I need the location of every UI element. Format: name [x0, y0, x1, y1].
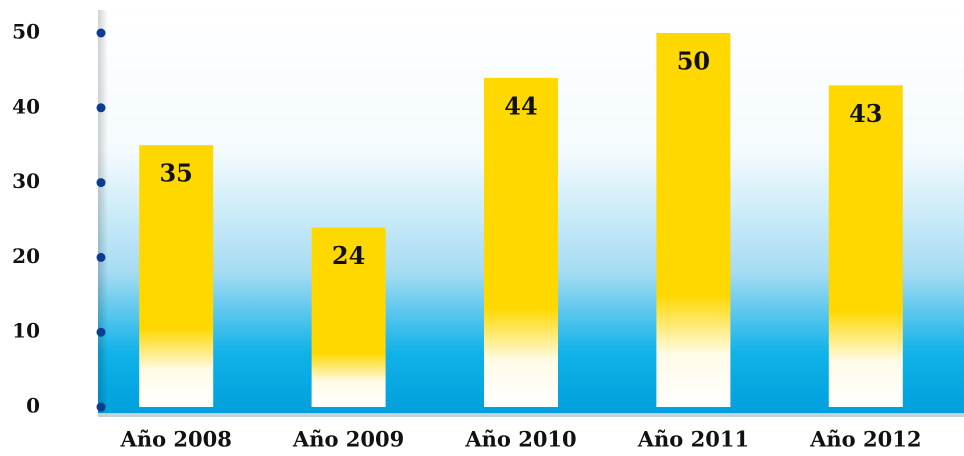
y-tick-label: 0	[26, 394, 40, 418]
bar	[656, 33, 731, 407]
y-tick-label: 10	[12, 319, 40, 343]
y-tick-label: 30	[12, 169, 40, 193]
plot-bottom-edge	[98, 413, 964, 417]
plot-shadow	[98, 10, 108, 413]
x-tick-label: Año 2009	[292, 427, 404, 452]
x-tick-label: Año 2008	[120, 427, 232, 452]
y-tick-dot	[96, 402, 106, 412]
bar	[311, 227, 386, 407]
bar	[828, 85, 903, 408]
value-label: 43	[849, 99, 882, 128]
value-label: 24	[332, 241, 365, 270]
value-label: 35	[159, 159, 192, 188]
bar	[484, 77, 558, 407]
y-tick-dot	[96, 103, 106, 113]
y-tick-dot	[96, 252, 106, 262]
value-label: 50	[677, 47, 710, 76]
x-tick-label: Año 2012	[809, 427, 921, 452]
value-label: 44	[504, 91, 537, 120]
y-tick-label: 50	[12, 20, 40, 44]
x-tick-label: Año 2010	[464, 427, 576, 452]
x-tick-label: Año 2011	[637, 427, 749, 452]
y-tick-label: 40	[12, 94, 40, 118]
y-tick-label: 20	[12, 244, 40, 268]
bar	[139, 145, 214, 407]
y-tick-dot	[96, 178, 106, 188]
y-tick-dot	[96, 327, 106, 337]
y-tick-dot	[96, 28, 106, 38]
